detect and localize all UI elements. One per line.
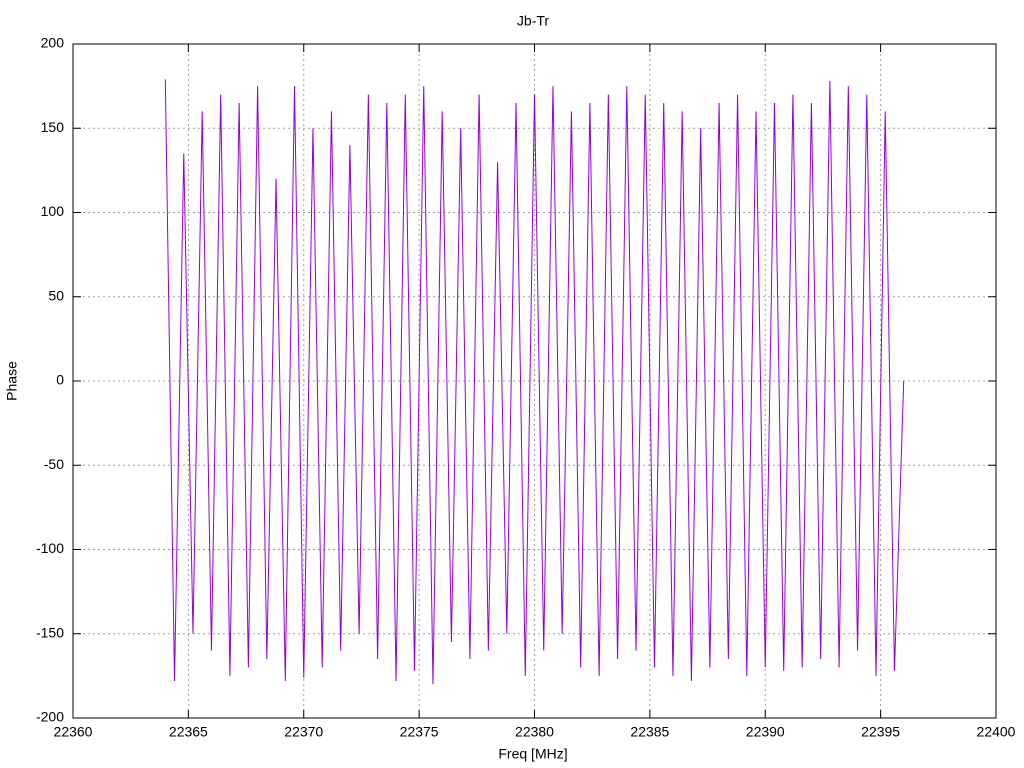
y-tick-label: 0 — [56, 372, 64, 388]
x-tick-label: 22380 — [515, 724, 554, 740]
chart-title: Jb-Tr — [517, 13, 549, 29]
x-tick-label: 22360 — [54, 724, 93, 740]
x-tick-label: 22400 — [977, 724, 1016, 740]
y-tick-label: 150 — [41, 119, 65, 135]
x-tick-label: 22385 — [630, 724, 669, 740]
plot-frame — [72, 43, 997, 719]
x-tick-label: 22365 — [169, 724, 208, 740]
y-tick-label: -150 — [36, 624, 64, 640]
x-axis-label: Freq [MHz] — [498, 746, 567, 762]
y-tick-label: -200 — [36, 709, 64, 725]
y-tick-label: -100 — [36, 540, 64, 556]
x-tick-label: 22390 — [746, 724, 785, 740]
y-tick-label: 200 — [41, 35, 65, 51]
y-tick-label: -50 — [44, 456, 64, 472]
y-tick-label: 100 — [41, 203, 65, 219]
data-line — [164, 79, 905, 685]
x-tick-label: 22395 — [861, 724, 900, 740]
y-tick-label: 50 — [48, 287, 64, 303]
x-tick-label: 22375 — [400, 724, 439, 740]
y-axis-label: Phase — [4, 361, 20, 401]
x-tick-label: 22370 — [284, 724, 323, 740]
